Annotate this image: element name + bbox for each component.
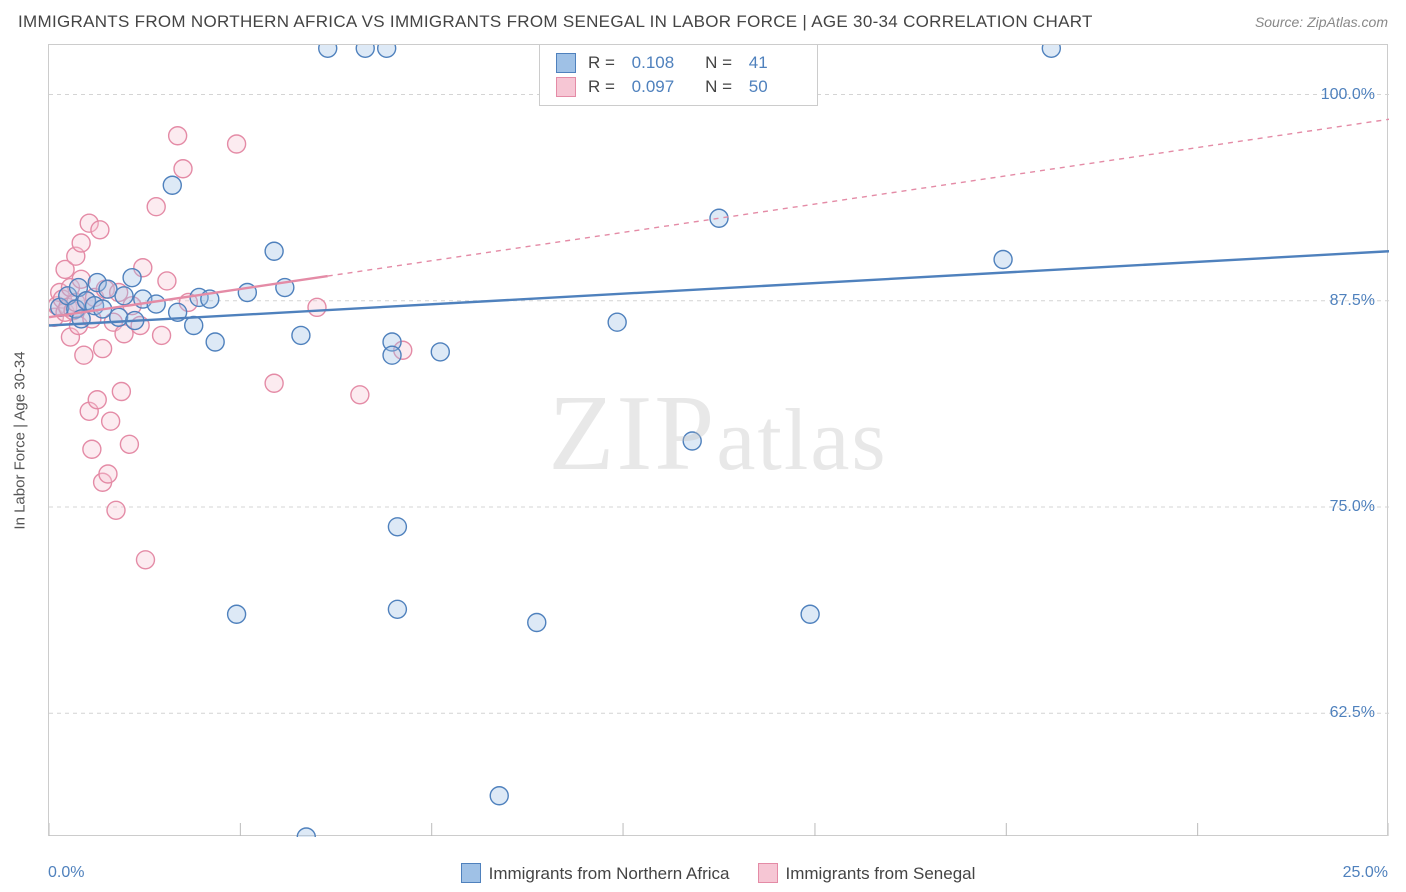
x-legend-label: Immigrants from Northern Africa [489, 864, 730, 883]
plot-area: ZIPatlas R = 0.108 N = 41R = 0.097 N = 5… [48, 44, 1388, 836]
legend-r-value: 0.108 [632, 53, 684, 73]
scatter-point [120, 435, 138, 453]
scatter-point [75, 346, 93, 364]
y-tick-label: 87.5% [1330, 292, 1375, 310]
scatter-point [383, 346, 401, 364]
scatter-point [72, 234, 90, 252]
scatter-point [297, 828, 315, 837]
scatter-point [153, 326, 171, 344]
x-legend-item: Immigrants from Senegal [758, 863, 976, 884]
scatter-point [147, 295, 165, 313]
y-tick-label: 100.0% [1321, 86, 1375, 104]
scatter-point [1042, 45, 1060, 57]
trend-line-dashed [328, 119, 1389, 276]
legend-r-value: 0.097 [632, 77, 684, 97]
x-axis-legend: Immigrants from Northern Africa Immigrant… [48, 863, 1388, 884]
scatter-point [378, 45, 396, 57]
source-label: Source: ZipAtlas.com [1255, 14, 1388, 30]
y-tick-label: 75.0% [1330, 498, 1375, 516]
scatter-point [356, 45, 374, 57]
scatter-point [528, 614, 546, 632]
x-legend-item: Immigrants from Northern Africa [461, 863, 730, 884]
scatter-point [88, 391, 106, 409]
scatter-point [228, 605, 246, 623]
chart-title: IMMIGRANTS FROM NORTHERN AFRICA VS IMMIG… [18, 12, 1093, 32]
scatter-point [102, 412, 120, 430]
scatter-point [608, 313, 626, 331]
scatter-point [115, 287, 133, 305]
legend-swatch [556, 77, 576, 97]
scatter-point [185, 317, 203, 335]
scatter-point [308, 298, 326, 316]
scatter-point [163, 176, 181, 194]
scatter-point [388, 518, 406, 536]
scatter-point [265, 242, 283, 260]
x-legend-label: Immigrants from Senegal [786, 864, 976, 883]
correlation-legend: R = 0.108 N = 41R = 0.097 N = 50 [539, 45, 818, 106]
scatter-point [683, 432, 701, 450]
scatter-point [994, 251, 1012, 269]
scatter-point [490, 787, 508, 805]
scatter-point [147, 198, 165, 216]
y-tick-label: 62.5% [1330, 704, 1375, 722]
scatter-point [228, 135, 246, 153]
scatter-point [110, 308, 128, 326]
scatter-point [83, 440, 101, 458]
scatter-point [174, 160, 192, 178]
scatter-point [107, 501, 125, 519]
scatter-point [112, 383, 130, 401]
scatter-point [206, 333, 224, 351]
legend-n-value: 50 [749, 77, 801, 97]
chart-svg [49, 45, 1389, 837]
legend-n-value: 41 [749, 53, 801, 73]
scatter-point [292, 326, 310, 344]
legend-swatch [461, 863, 481, 883]
legend-swatch [556, 53, 576, 73]
scatter-point [99, 465, 117, 483]
scatter-point [91, 221, 109, 239]
legend-swatch [758, 863, 778, 883]
scatter-point [136, 551, 154, 569]
legend-row: R = 0.097 N = 50 [556, 75, 801, 99]
scatter-point [265, 374, 283, 392]
scatter-point [158, 272, 176, 290]
y-axis-label: In Labor Force | Age 30-34 [12, 351, 29, 529]
scatter-point [388, 600, 406, 618]
scatter-point [319, 45, 337, 57]
scatter-point [99, 280, 117, 298]
scatter-point [169, 127, 187, 145]
scatter-point [94, 340, 112, 358]
scatter-point [801, 605, 819, 623]
scatter-point [431, 343, 449, 361]
scatter-point [351, 386, 369, 404]
legend-row: R = 0.108 N = 41 [556, 51, 801, 75]
scatter-point [123, 269, 141, 287]
